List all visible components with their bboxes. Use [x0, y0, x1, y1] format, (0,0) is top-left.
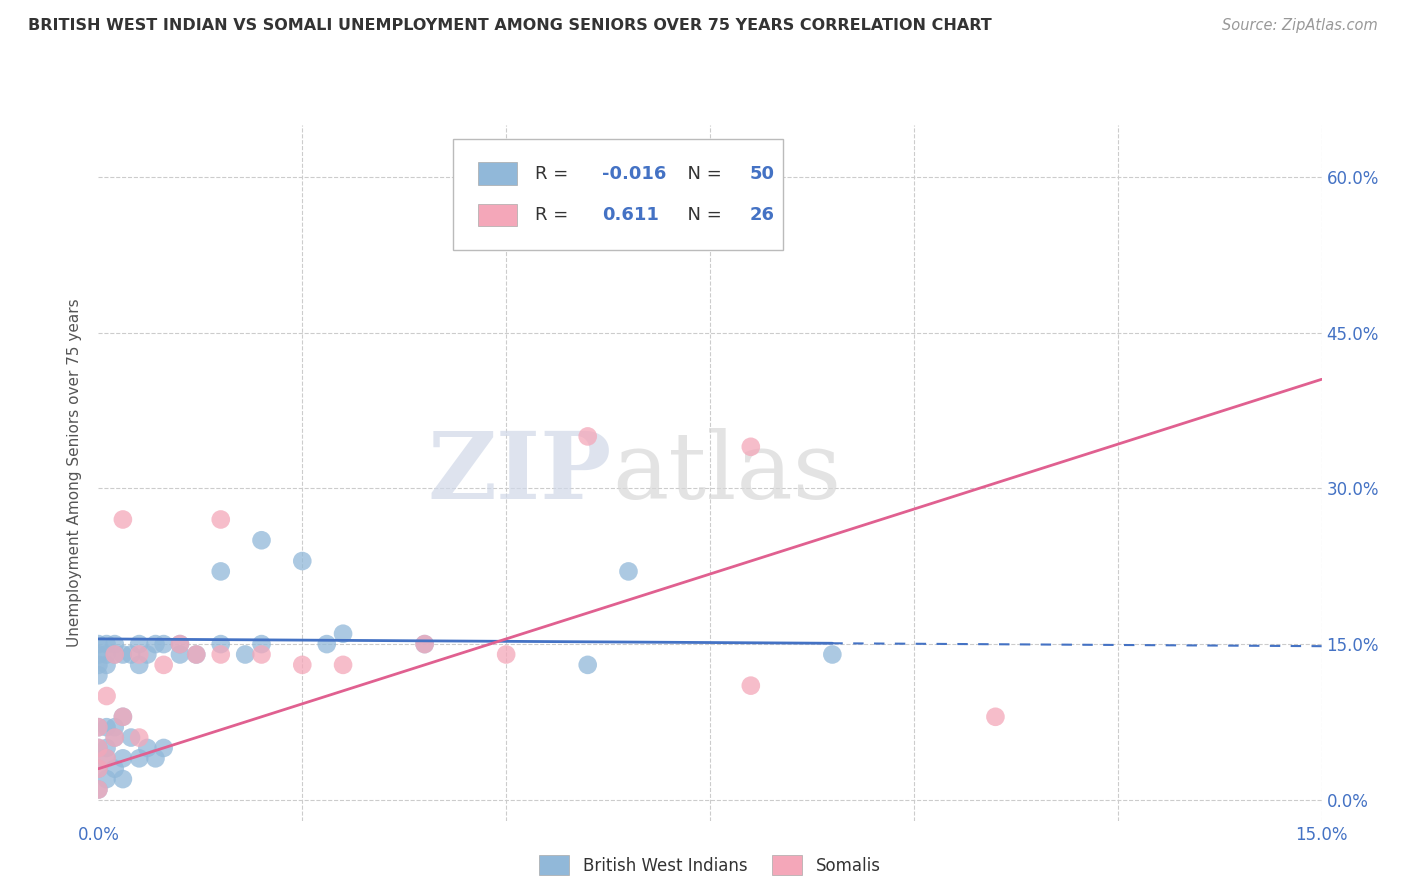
FancyBboxPatch shape: [478, 162, 517, 185]
Point: [104, 731, 127, 745]
Point: [495, 648, 517, 662]
Text: R =: R =: [536, 206, 574, 224]
Point: [740, 679, 762, 693]
Text: 0.611: 0.611: [602, 206, 659, 224]
Point: [128, 648, 150, 662]
Point: [617, 565, 640, 579]
Point: [96, 741, 118, 756]
Point: [186, 648, 208, 662]
Point: [250, 648, 273, 662]
Point: [96, 720, 118, 734]
Point: [111, 648, 134, 662]
Point: [186, 648, 208, 662]
Point: [96, 648, 118, 662]
Point: [87, 741, 110, 756]
Point: [87, 782, 110, 797]
Point: [576, 657, 599, 672]
Point: [96, 637, 118, 651]
Point: [209, 565, 232, 579]
Point: [104, 731, 127, 745]
Point: [740, 440, 762, 454]
Point: [111, 710, 134, 724]
Point: [209, 637, 232, 651]
Point: [96, 751, 118, 765]
Text: N =: N =: [676, 165, 727, 183]
Point: [104, 762, 127, 776]
Point: [111, 751, 134, 765]
Text: atlas: atlas: [612, 428, 841, 517]
Point: [576, 429, 599, 443]
Point: [87, 720, 110, 734]
Point: [87, 741, 110, 756]
Point: [413, 637, 436, 651]
Point: [145, 751, 167, 765]
Point: [169, 637, 191, 651]
Text: BRITISH WEST INDIAN VS SOMALI UNEMPLOYMENT AMONG SENIORS OVER 75 YEARS CORRELATI: BRITISH WEST INDIAN VS SOMALI UNEMPLOYME…: [28, 18, 991, 33]
Point: [96, 657, 118, 672]
FancyBboxPatch shape: [453, 139, 783, 250]
Point: [104, 720, 127, 734]
Point: [128, 731, 150, 745]
Point: [145, 637, 167, 651]
Point: [169, 637, 191, 651]
Point: [209, 512, 232, 526]
Point: [111, 710, 134, 724]
Point: [104, 637, 127, 651]
Point: [87, 720, 110, 734]
Point: [250, 637, 273, 651]
Point: [821, 648, 844, 662]
Y-axis label: Unemployment Among Seniors over 75 years: Unemployment Among Seniors over 75 years: [67, 299, 83, 647]
Point: [111, 512, 134, 526]
Point: [413, 637, 436, 651]
Point: [332, 657, 354, 672]
Point: [111, 772, 134, 786]
Point: [96, 751, 118, 765]
Point: [233, 648, 256, 662]
Point: [136, 741, 159, 756]
Point: [96, 689, 118, 703]
Point: [96, 772, 118, 786]
Text: N =: N =: [676, 206, 727, 224]
Point: [152, 637, 174, 651]
Point: [984, 710, 1007, 724]
Point: [136, 648, 159, 662]
Point: [87, 782, 110, 797]
Text: -0.016: -0.016: [602, 165, 666, 183]
Point: [87, 648, 110, 662]
Point: [152, 741, 174, 756]
Point: [128, 657, 150, 672]
Point: [209, 648, 232, 662]
Text: 50: 50: [749, 165, 775, 183]
Text: R =: R =: [536, 165, 574, 183]
FancyBboxPatch shape: [478, 204, 517, 227]
Point: [128, 751, 150, 765]
Text: ZIP: ZIP: [427, 428, 612, 517]
Point: [169, 648, 191, 662]
Point: [315, 637, 337, 651]
Text: 26: 26: [749, 206, 775, 224]
Point: [128, 637, 150, 651]
Point: [250, 533, 273, 548]
Point: [87, 637, 110, 651]
Point: [291, 657, 314, 672]
Point: [120, 648, 142, 662]
Point: [152, 657, 174, 672]
Point: [120, 731, 142, 745]
Text: Source: ZipAtlas.com: Source: ZipAtlas.com: [1222, 18, 1378, 33]
Point: [87, 762, 110, 776]
Point: [291, 554, 314, 568]
Point: [87, 762, 110, 776]
Point: [332, 626, 354, 640]
Point: [87, 668, 110, 682]
Point: [104, 648, 127, 662]
Point: [104, 648, 127, 662]
Point: [87, 657, 110, 672]
Legend: British West Indians, Somalis: British West Indians, Somalis: [533, 848, 887, 882]
